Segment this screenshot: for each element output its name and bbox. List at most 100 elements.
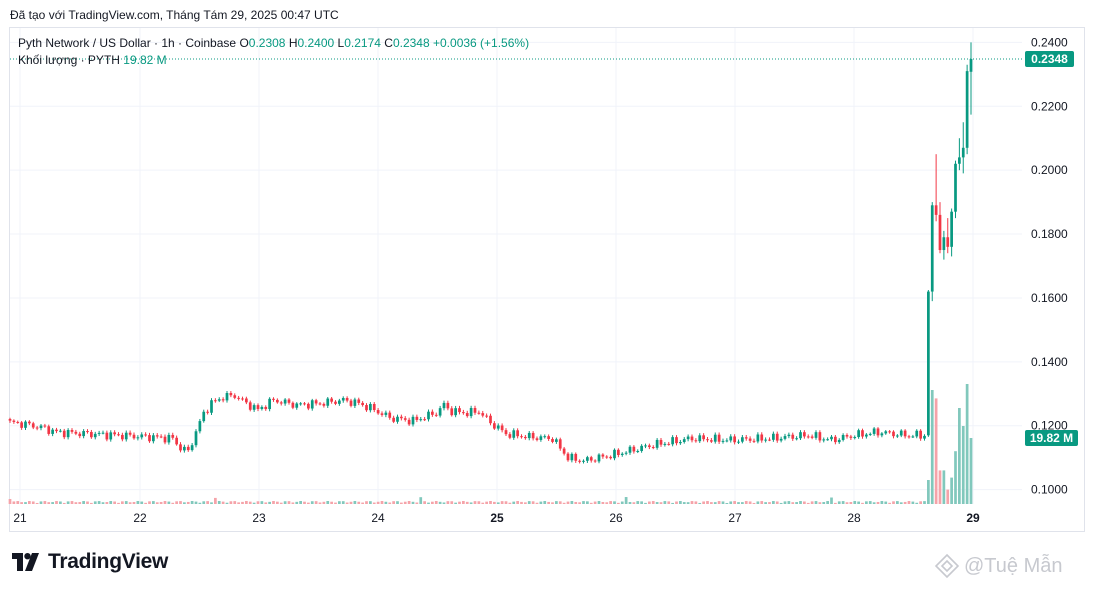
volume-bar <box>241 501 244 504</box>
candle-body <box>47 426 51 434</box>
candle-body <box>194 431 198 446</box>
candle-body <box>225 393 229 401</box>
candle-body <box>117 434 120 436</box>
volume-bar <box>148 501 151 504</box>
candle-body <box>388 412 392 418</box>
tradingview-logo[interactable]: TradingView <box>12 550 168 574</box>
volume-bar <box>768 502 771 504</box>
volume-bar <box>555 501 558 504</box>
candle-body <box>500 425 504 431</box>
volume-bar <box>648 501 651 504</box>
candle-body <box>617 449 620 456</box>
candle-body <box>857 430 860 438</box>
legend-change: +0.0036 (+1.56%) <box>433 36 530 50</box>
y-tick-label: 0.1800 <box>1031 227 1068 241</box>
legend-volume-label[interactable]: Khối lượng · PYTH <box>18 53 120 67</box>
volume-bar <box>527 501 531 504</box>
candle-body <box>268 398 271 410</box>
volume-bar <box>772 501 775 504</box>
candle-body <box>35 427 39 429</box>
candle-body <box>795 438 798 440</box>
chart-frame[interactable] <box>9 27 1085 532</box>
volume-bar <box>853 501 857 504</box>
volume-bar <box>186 501 190 504</box>
volume-bar <box>586 501 589 504</box>
candle-body <box>597 454 601 462</box>
volume-bar <box>950 477 953 504</box>
volume-bar <box>613 501 616 504</box>
volume-bar <box>248 501 252 504</box>
volume-bar <box>163 501 167 504</box>
candle-body <box>93 433 97 438</box>
legend-symbol[interactable]: Pyth Network / US Dollar · 1h · Coinbase <box>18 36 237 50</box>
volume-bar <box>775 501 779 504</box>
legend: Pyth Network / US Dollar · 1h · Coinbase… <box>18 35 529 69</box>
candle-body <box>679 442 682 444</box>
candle-body <box>74 431 78 434</box>
volume-bar <box>737 502 740 504</box>
candle-body <box>512 430 516 438</box>
volume-bar <box>431 501 434 504</box>
candle-body <box>837 439 841 443</box>
candle-body <box>431 411 434 415</box>
candle-body <box>376 410 380 414</box>
volume-bar <box>702 501 705 504</box>
volume-bar <box>469 502 473 504</box>
candle-body <box>465 413 469 417</box>
candle-body <box>175 437 178 445</box>
volume-badge-label: 19.82 M <box>1030 431 1073 445</box>
candle-body <box>423 419 426 421</box>
volume-bar <box>384 501 388 504</box>
legend-low-label: L <box>337 36 345 50</box>
volume-bar <box>427 502 430 504</box>
volume-bar <box>609 501 612 504</box>
volume-bar <box>640 501 643 504</box>
volume-bar <box>930 390 934 504</box>
volume-bar <box>919 501 922 504</box>
candle-body <box>826 439 829 441</box>
volume-bar <box>450 501 454 504</box>
candle-body <box>295 403 299 408</box>
volume-bar <box>415 502 419 504</box>
volume-bar <box>911 501 915 504</box>
volume-bar <box>136 501 140 504</box>
candle-body <box>16 421 20 423</box>
candle-body <box>896 435 899 437</box>
candle-body <box>764 439 767 441</box>
x-tick-label: 22 <box>133 511 147 525</box>
candle-body <box>861 430 864 437</box>
volume-bar <box>535 502 539 504</box>
candle-body <box>113 432 116 435</box>
candle-body <box>899 430 903 436</box>
candle-body <box>241 398 244 400</box>
volume-bar <box>190 501 194 504</box>
candle-body <box>314 400 318 404</box>
volume-bar <box>710 502 713 504</box>
candle-body <box>496 425 500 429</box>
volume-bar <box>376 501 380 504</box>
candle-body <box>485 415 488 417</box>
candle-body <box>97 432 101 434</box>
candle-body <box>229 393 233 396</box>
binance-diamond-icon <box>934 553 960 579</box>
volume-bar <box>31 501 35 504</box>
candle-body <box>690 436 694 441</box>
candle-body <box>667 443 671 445</box>
volume-bar <box>814 501 818 504</box>
candle-body <box>586 457 589 461</box>
candle-body <box>872 428 876 434</box>
volume-bar <box>198 502 202 504</box>
volume-bar <box>698 502 702 504</box>
candle-body <box>291 402 295 408</box>
volume-bar <box>276 501 279 504</box>
volume-bar <box>717 501 721 504</box>
candle-body <box>865 434 868 437</box>
candle-body <box>849 436 853 438</box>
volume-bar <box>97 501 101 504</box>
candle-body <box>124 432 128 440</box>
volume-bar <box>353 501 357 504</box>
legend-close-label: C <box>384 36 393 50</box>
candle-body <box>217 399 221 401</box>
candle-body <box>799 432 802 439</box>
